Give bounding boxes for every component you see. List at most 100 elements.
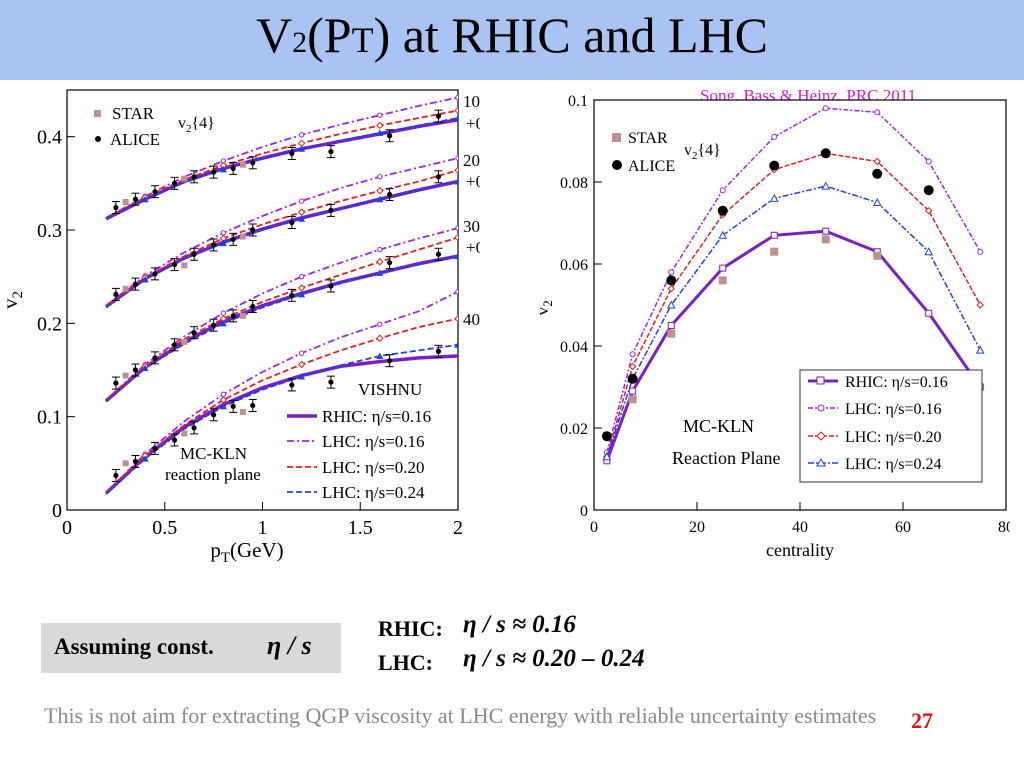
right-series-marker [666,300,676,309]
left-series-marker [219,165,227,173]
left-alice-point [435,251,442,257]
left-series-marker [454,252,458,260]
left-series-marker [376,258,384,266]
right-series-marker [924,247,934,256]
lhc-label: LHC: [378,650,433,675]
right-alice-point [923,185,934,196]
left-alice-point [113,472,119,479]
left-series-marker [298,198,305,204]
right-series-marker [925,309,933,317]
left-series-marker [220,230,227,236]
left-alice-point [113,291,119,297]
left-alice-point [211,242,217,248]
right-series-marker [667,284,675,293]
cent-offset-20-30: +0.2 [466,172,480,191]
left-alice-point [289,219,295,226]
left-series-marker [141,455,149,462]
right-ytick-label: 0.08 [560,175,588,192]
left-series-line [105,236,458,401]
left-ytick-label: 0.1 [37,407,62,429]
left-series-marker [220,391,227,397]
right-series-marker [822,227,830,235]
right-series-marker [976,301,984,309]
right-xtick-label: 0 [590,519,598,536]
left-series-marker [219,319,227,327]
left-alice-point [230,313,236,319]
right-star-point [628,395,637,404]
left-alice-point [386,191,393,198]
left-series-marker [377,321,383,327]
left-series-marker [141,364,149,372]
right-series-marker [925,206,933,215]
left-series-marker [219,239,227,247]
right-ytick-label: 0.04 [560,339,588,356]
cent-label-30-40: 30-40% [463,217,480,236]
right-legend-alice: ALICE [628,158,675,175]
left-alice-point [386,133,393,139]
left-series-marker [455,155,458,161]
left-alice-point [191,174,197,180]
left-series-marker [376,269,384,276]
left-alice-point [171,342,178,348]
left-series-marker [219,396,228,404]
assumption-label: Assuming const. [54,634,214,659]
left-ylabel: v2 [0,291,26,309]
left-alice-point [435,348,442,354]
left-alice-point [171,180,178,186]
left-series-line [105,290,458,493]
right-series-marker [925,158,932,165]
right-series-marker [874,109,881,116]
left-xtick-label: 1.5 [348,517,373,539]
right-alice-point [627,373,638,384]
right-xtick-label: 40 [792,519,808,536]
right-star-point [667,329,676,338]
left-series-marker [219,402,227,410]
right-series-marker [821,181,831,190]
star-marker-icon [94,110,101,117]
left-series-marker [298,132,305,138]
cent-label-20-30: 20-30% [463,151,480,170]
cent-offset-30-40: +0.1 [466,238,480,257]
left-annot-mckln: MC-KLN [180,444,247,463]
right-alice-point [666,275,677,286]
left-alice-point [328,379,334,385]
right-legend-star: STAR [628,130,668,147]
left-series-line [105,227,458,401]
left-xtick-label: 2 [453,517,463,539]
left-series-line [105,169,458,307]
left-series-marker [454,106,458,115]
left-series-marker [220,310,227,316]
left-alice-point [386,358,393,364]
left-alice-point [152,355,158,361]
alice-marker-icon [95,136,101,142]
right-ytick-label: 0.06 [560,257,588,274]
slide-title: V2(PT) at RHIC and LHC [256,7,768,63]
right-alice-point [717,205,728,216]
left-alice-point [230,165,236,171]
right-ytick-label: 0.02 [560,421,588,438]
right-series-marker [719,187,726,194]
left-ytick-label: 0.3 [37,220,62,242]
r-legend-rhic-marker [816,376,825,385]
right-series-marker [771,133,778,140]
left-series-marker [454,177,458,185]
left-legend-title: VISHNU [358,380,422,399]
right-star-marker-icon [612,133,621,142]
rhic-label: RHIC: [378,616,443,641]
cent-label-10-20: 10-20% [463,92,480,111]
right-series-marker [667,322,675,329]
right-alice-point [601,431,612,442]
left-series-marker [298,290,306,298]
left-alice-point [152,445,158,451]
page-number: 27 [911,708,933,733]
v2-vs-pt-chart: 0 0.5 1 1.5 2 0 0.1 0.2 0.3 0.4 pT(GeV) v2 STAR A… [0,89,480,566]
right-series-marker [668,269,675,276]
right-series-marker [822,105,829,112]
right-series-marker [975,345,985,354]
r-legend-rhic: RHIC: η/s=0.16 [845,374,948,391]
assumption-box: Assuming const. η / s [41,623,341,673]
right-xlabel: centrality [766,540,834,560]
left-series-marker [298,373,306,380]
left-ytick-label: 0 [52,500,62,522]
right-xtick-label: 80 [998,519,1010,536]
